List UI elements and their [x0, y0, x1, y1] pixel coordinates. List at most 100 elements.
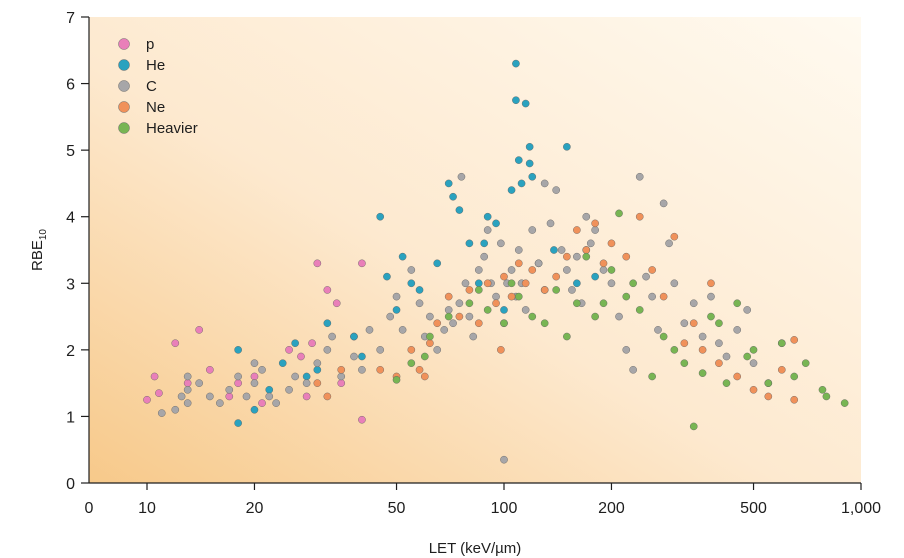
data-point — [225, 385, 234, 394]
data-point — [157, 409, 166, 417]
data-point — [376, 212, 384, 221]
data-point — [514, 246, 523, 254]
data-point — [722, 379, 731, 387]
data-point — [323, 392, 332, 401]
series-ne — [313, 212, 799, 404]
plot-background — [89, 17, 861, 483]
data-point — [195, 379, 203, 387]
data-point — [507, 266, 516, 274]
data-point — [234, 372, 242, 381]
data-point — [552, 272, 560, 281]
data-point — [415, 299, 424, 308]
legend-label: Ne — [146, 99, 165, 116]
data-point — [323, 286, 332, 294]
data-point — [433, 259, 442, 268]
data-point — [337, 379, 346, 387]
data-point — [517, 179, 526, 188]
data-point — [302, 392, 311, 401]
data-point — [291, 339, 299, 348]
x-tick-label: 1,000 — [841, 500, 881, 517]
data-point — [563, 143, 571, 151]
x-tick-label: 20 — [246, 500, 264, 517]
data-point — [449, 319, 457, 328]
data-point — [528, 172, 537, 181]
data-point — [426, 312, 434, 321]
data-point — [302, 379, 311, 387]
data-point — [550, 246, 558, 254]
data-point — [171, 339, 180, 348]
y-tick-label: 7 — [66, 10, 75, 27]
data-point — [563, 332, 571, 341]
data-point — [313, 366, 322, 374]
data-point — [337, 366, 346, 374]
data-point — [540, 319, 549, 328]
data-point — [183, 372, 192, 381]
data-point — [670, 232, 679, 241]
data-point — [365, 326, 374, 334]
data-point — [258, 399, 266, 407]
data-point — [177, 392, 186, 401]
x-axis-title: LET (keV/µm) — [429, 540, 522, 557]
y-tick-label: 2 — [66, 343, 75, 360]
data-point — [715, 319, 723, 328]
data-point — [376, 346, 384, 354]
data-point — [698, 346, 707, 354]
data-point — [822, 392, 831, 401]
data-point — [659, 199, 668, 208]
data-point — [689, 422, 698, 431]
data-point — [407, 346, 416, 354]
data-point — [332, 299, 341, 308]
data-point — [398, 326, 407, 334]
series-heavier — [392, 209, 849, 431]
data-point — [407, 266, 416, 274]
data-point — [582, 252, 591, 261]
data-point — [155, 389, 163, 397]
data-point — [272, 399, 280, 407]
data-point — [563, 266, 571, 274]
data-point — [743, 306, 752, 314]
axes-layer: 0 1 2 3 4 5 6 7 0 10 20 50 100 200 500 1,000 LET (keV/µm… — [29, 10, 881, 557]
legend-swatch — [118, 122, 130, 134]
data-point — [563, 252, 571, 261]
data-point — [622, 252, 631, 261]
data-point — [680, 319, 689, 328]
data-point — [480, 239, 488, 248]
data-point — [444, 306, 453, 314]
data-point — [521, 99, 530, 108]
data-point — [398, 252, 407, 261]
y-tick-label: 4 — [66, 210, 75, 227]
data-point — [635, 212, 644, 221]
data-point — [420, 372, 429, 381]
data-point — [350, 332, 358, 341]
data-point — [285, 385, 293, 394]
data-point — [415, 286, 424, 294]
data-point — [778, 339, 786, 348]
data-point — [444, 179, 453, 188]
data-point — [278, 359, 287, 367]
data-point — [512, 59, 520, 68]
y-tick-label: 3 — [66, 276, 75, 293]
data-point — [492, 219, 500, 228]
data-point — [265, 385, 274, 394]
legend-label: Heavier — [146, 120, 198, 137]
data-point — [790, 372, 799, 381]
points-layer — [143, 59, 849, 464]
data-point — [358, 352, 366, 361]
data-point — [568, 286, 576, 294]
data-point — [525, 143, 534, 151]
data-point — [195, 326, 203, 334]
data-point — [302, 372, 311, 381]
data-point — [183, 385, 192, 394]
data-point — [475, 279, 483, 288]
data-point — [143, 395, 151, 404]
data-point — [521, 306, 530, 314]
data-point — [465, 239, 474, 248]
data-point — [552, 286, 560, 294]
data-point — [514, 156, 523, 164]
data-point — [599, 259, 608, 268]
data-point — [840, 399, 849, 407]
data-point — [743, 352, 752, 361]
data-point — [573, 279, 581, 288]
data-point — [607, 279, 616, 288]
